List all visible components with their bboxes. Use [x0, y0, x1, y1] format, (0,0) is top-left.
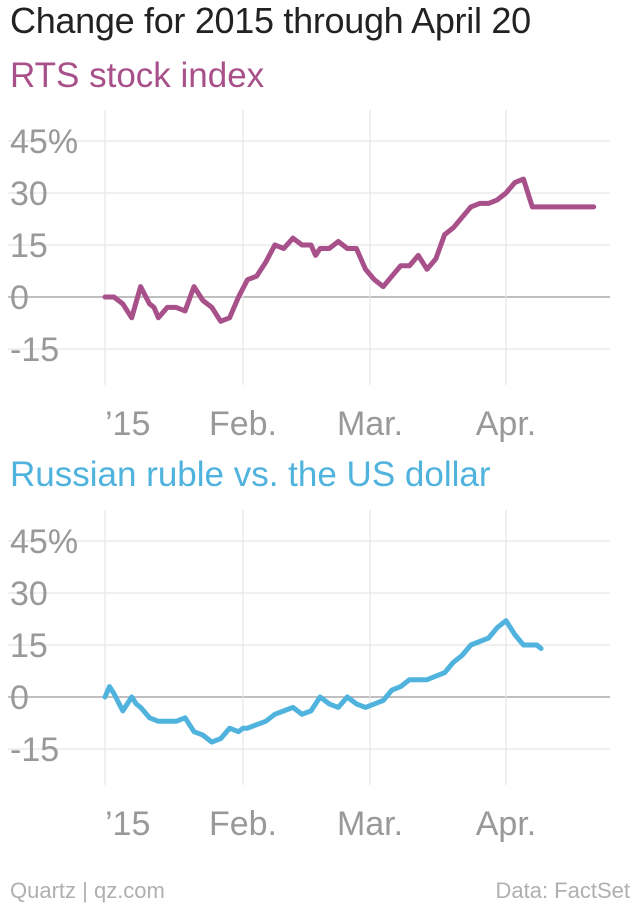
chart-title-ruble: Russian ruble vs. the US dollar — [10, 455, 491, 494]
y-tick-label: 15 — [10, 627, 48, 665]
chart-title-rts: RTS stock index — [10, 56, 265, 95]
y-tick-label: -15 — [10, 731, 59, 769]
y-tick-label: -15 — [10, 331, 59, 369]
y-tick-label: 0 — [10, 679, 29, 717]
y-tick-label: 0 — [10, 279, 29, 317]
ruble-chart: 45% 30 15 0 -15 ’15 Feb. Mar. Apr. — [8, 510, 610, 843]
x-tick-label: Mar. — [337, 405, 403, 443]
y-tick-label: 45% — [10, 123, 78, 161]
x-tick-label: Apr. — [476, 805, 536, 843]
y-tick-label: 30 — [10, 575, 48, 613]
x-tick-label: Apr. — [476, 405, 536, 443]
y-tick-label: 45% — [10, 523, 78, 561]
x-tick-label: ’15 — [105, 805, 150, 843]
footer-credit: Quartz | qz.com — [10, 878, 165, 903]
y-tick-label: 30 — [10, 175, 48, 213]
x-tick-label: ’15 — [105, 405, 150, 443]
x-tick-label: Feb. — [209, 405, 277, 443]
y-tick-label: 15 — [10, 227, 48, 265]
page-title: Change for 2015 through April 20 — [10, 0, 531, 41]
x-tick-label: Feb. — [209, 805, 277, 843]
footer-source: Data: FactSet — [495, 878, 630, 903]
ruble-series-line — [102, 618, 544, 745]
rts-chart: 45% 30 15 0 -15 ’15 Feb. Mar. Apr. — [8, 110, 610, 443]
x-tick-label: Mar. — [337, 805, 403, 843]
rts-series-line — [102, 176, 597, 324]
